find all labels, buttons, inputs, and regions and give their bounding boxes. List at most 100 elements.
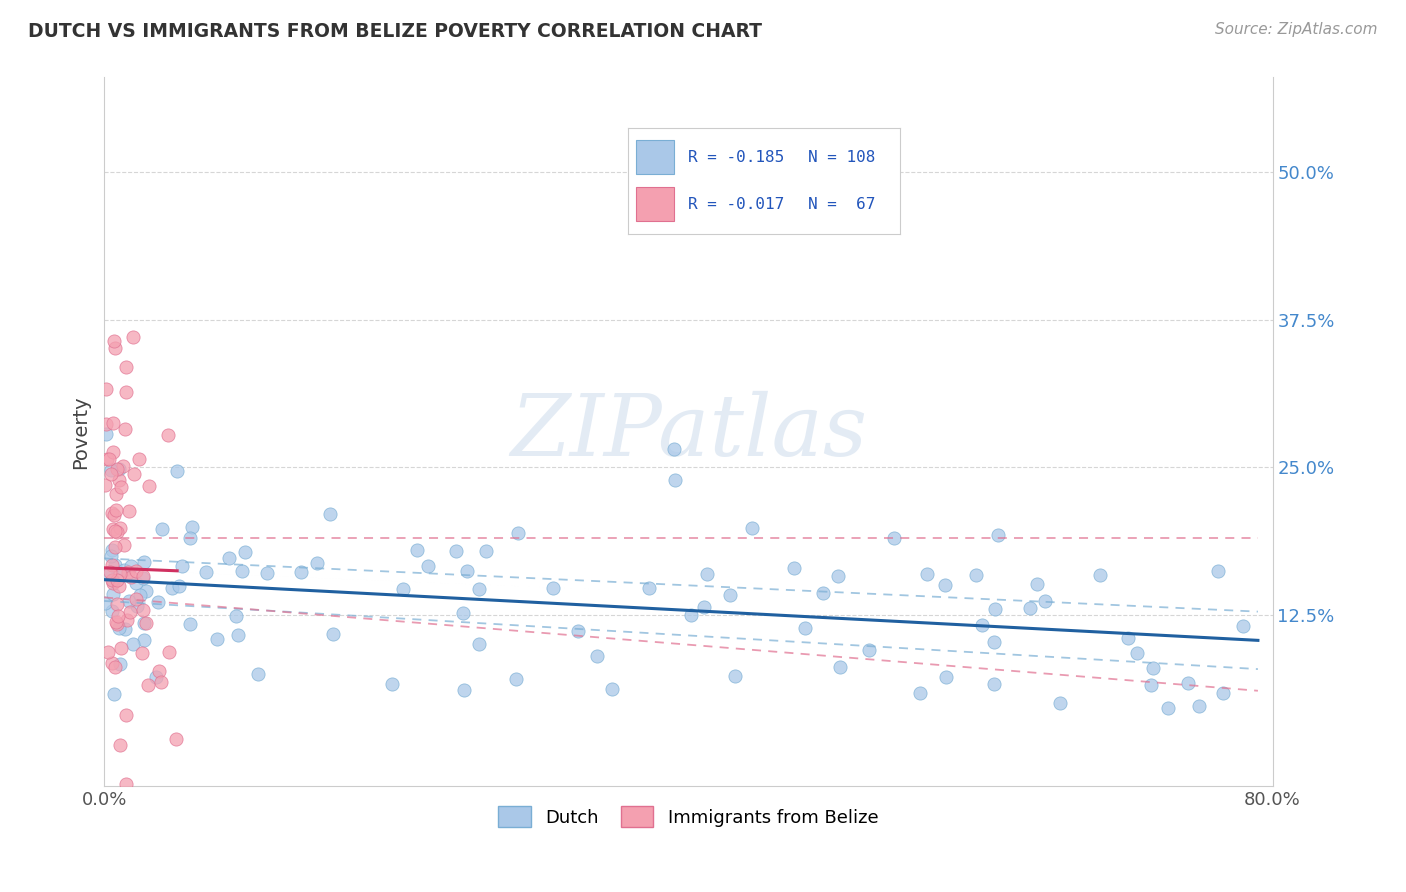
Y-axis label: Poverty: Poverty [72, 395, 90, 469]
Point [226, 628, 249, 642]
Point [111, 458, 134, 473]
Point [1116, 631, 1139, 645]
Point [108, 462, 131, 476]
Point [915, 567, 938, 582]
Point [103, 687, 125, 701]
Point [718, 588, 741, 602]
Text: N =  67: N = 67 [808, 197, 875, 211]
Point [100, 542, 122, 557]
Point [1177, 676, 1199, 690]
Point [1049, 696, 1071, 710]
Point [195, 565, 218, 579]
Point [96, 427, 118, 442]
Point [94, 478, 117, 492]
Point [965, 568, 987, 582]
Point [246, 667, 269, 681]
Point [103, 508, 125, 523]
Point [100, 467, 122, 482]
Point [935, 669, 957, 683]
Point [134, 616, 156, 631]
Point [101, 587, 124, 601]
Point [1206, 564, 1229, 578]
Point [131, 646, 153, 660]
Point [148, 664, 170, 678]
Point [1125, 646, 1147, 660]
Point [135, 615, 157, 630]
Point [858, 642, 880, 657]
Point [157, 428, 180, 442]
Point [124, 591, 146, 606]
Point [319, 508, 342, 522]
Point [813, 586, 835, 600]
Point [1088, 568, 1111, 582]
Point [108, 657, 131, 672]
Point [664, 473, 686, 487]
Point [179, 531, 201, 545]
Point [118, 504, 141, 518]
Point [108, 474, 131, 488]
Point [104, 540, 127, 554]
Point [101, 558, 124, 572]
Point [132, 633, 155, 648]
Point [883, 531, 905, 545]
Point [1212, 686, 1234, 700]
Point [1142, 661, 1164, 675]
Point [104, 787, 127, 801]
Point [124, 467, 146, 482]
Point [120, 558, 142, 573]
Point [741, 521, 763, 535]
Point [118, 594, 141, 608]
Point [145, 670, 167, 684]
Point [108, 579, 131, 593]
Point [679, 607, 702, 622]
Point [101, 573, 124, 587]
Point [150, 522, 173, 536]
Point [984, 602, 1007, 616]
Point [117, 565, 139, 579]
Point [96, 417, 118, 432]
Point [827, 569, 849, 583]
Point [165, 732, 187, 747]
Point [1025, 577, 1047, 591]
Point [108, 521, 131, 535]
Point [794, 621, 817, 635]
Text: N = 108: N = 108 [808, 150, 875, 165]
Point [1188, 699, 1211, 714]
Point [983, 677, 1005, 691]
Point [693, 600, 716, 615]
Point [125, 599, 148, 614]
Point [105, 616, 128, 631]
Point [505, 673, 527, 687]
Point [468, 637, 491, 651]
Point [600, 682, 623, 697]
Point [231, 564, 253, 578]
Point [108, 567, 131, 582]
Point [96, 451, 118, 466]
Point [132, 571, 155, 585]
Point [136, 678, 159, 692]
Point [125, 564, 148, 578]
Point [181, 520, 204, 534]
Point [104, 524, 127, 538]
Text: R = -0.017: R = -0.017 [688, 197, 785, 211]
Legend: Dutch, Immigrants from Belize: Dutch, Immigrants from Belize [491, 799, 886, 834]
Point [418, 558, 440, 573]
Point [108, 738, 131, 752]
Point [98, 565, 121, 579]
Point [107, 608, 129, 623]
Point [135, 584, 157, 599]
Point [110, 480, 132, 494]
Point [160, 581, 183, 595]
Point [638, 581, 661, 595]
Point [970, 618, 993, 632]
Point [987, 528, 1010, 542]
Point [167, 579, 190, 593]
Point [456, 564, 478, 578]
Text: R = -0.185: R = -0.185 [688, 150, 785, 165]
Point [112, 563, 135, 577]
Point [117, 613, 139, 627]
Point [120, 605, 142, 619]
Point [120, 569, 142, 583]
Point [453, 683, 475, 698]
Point [105, 615, 128, 630]
